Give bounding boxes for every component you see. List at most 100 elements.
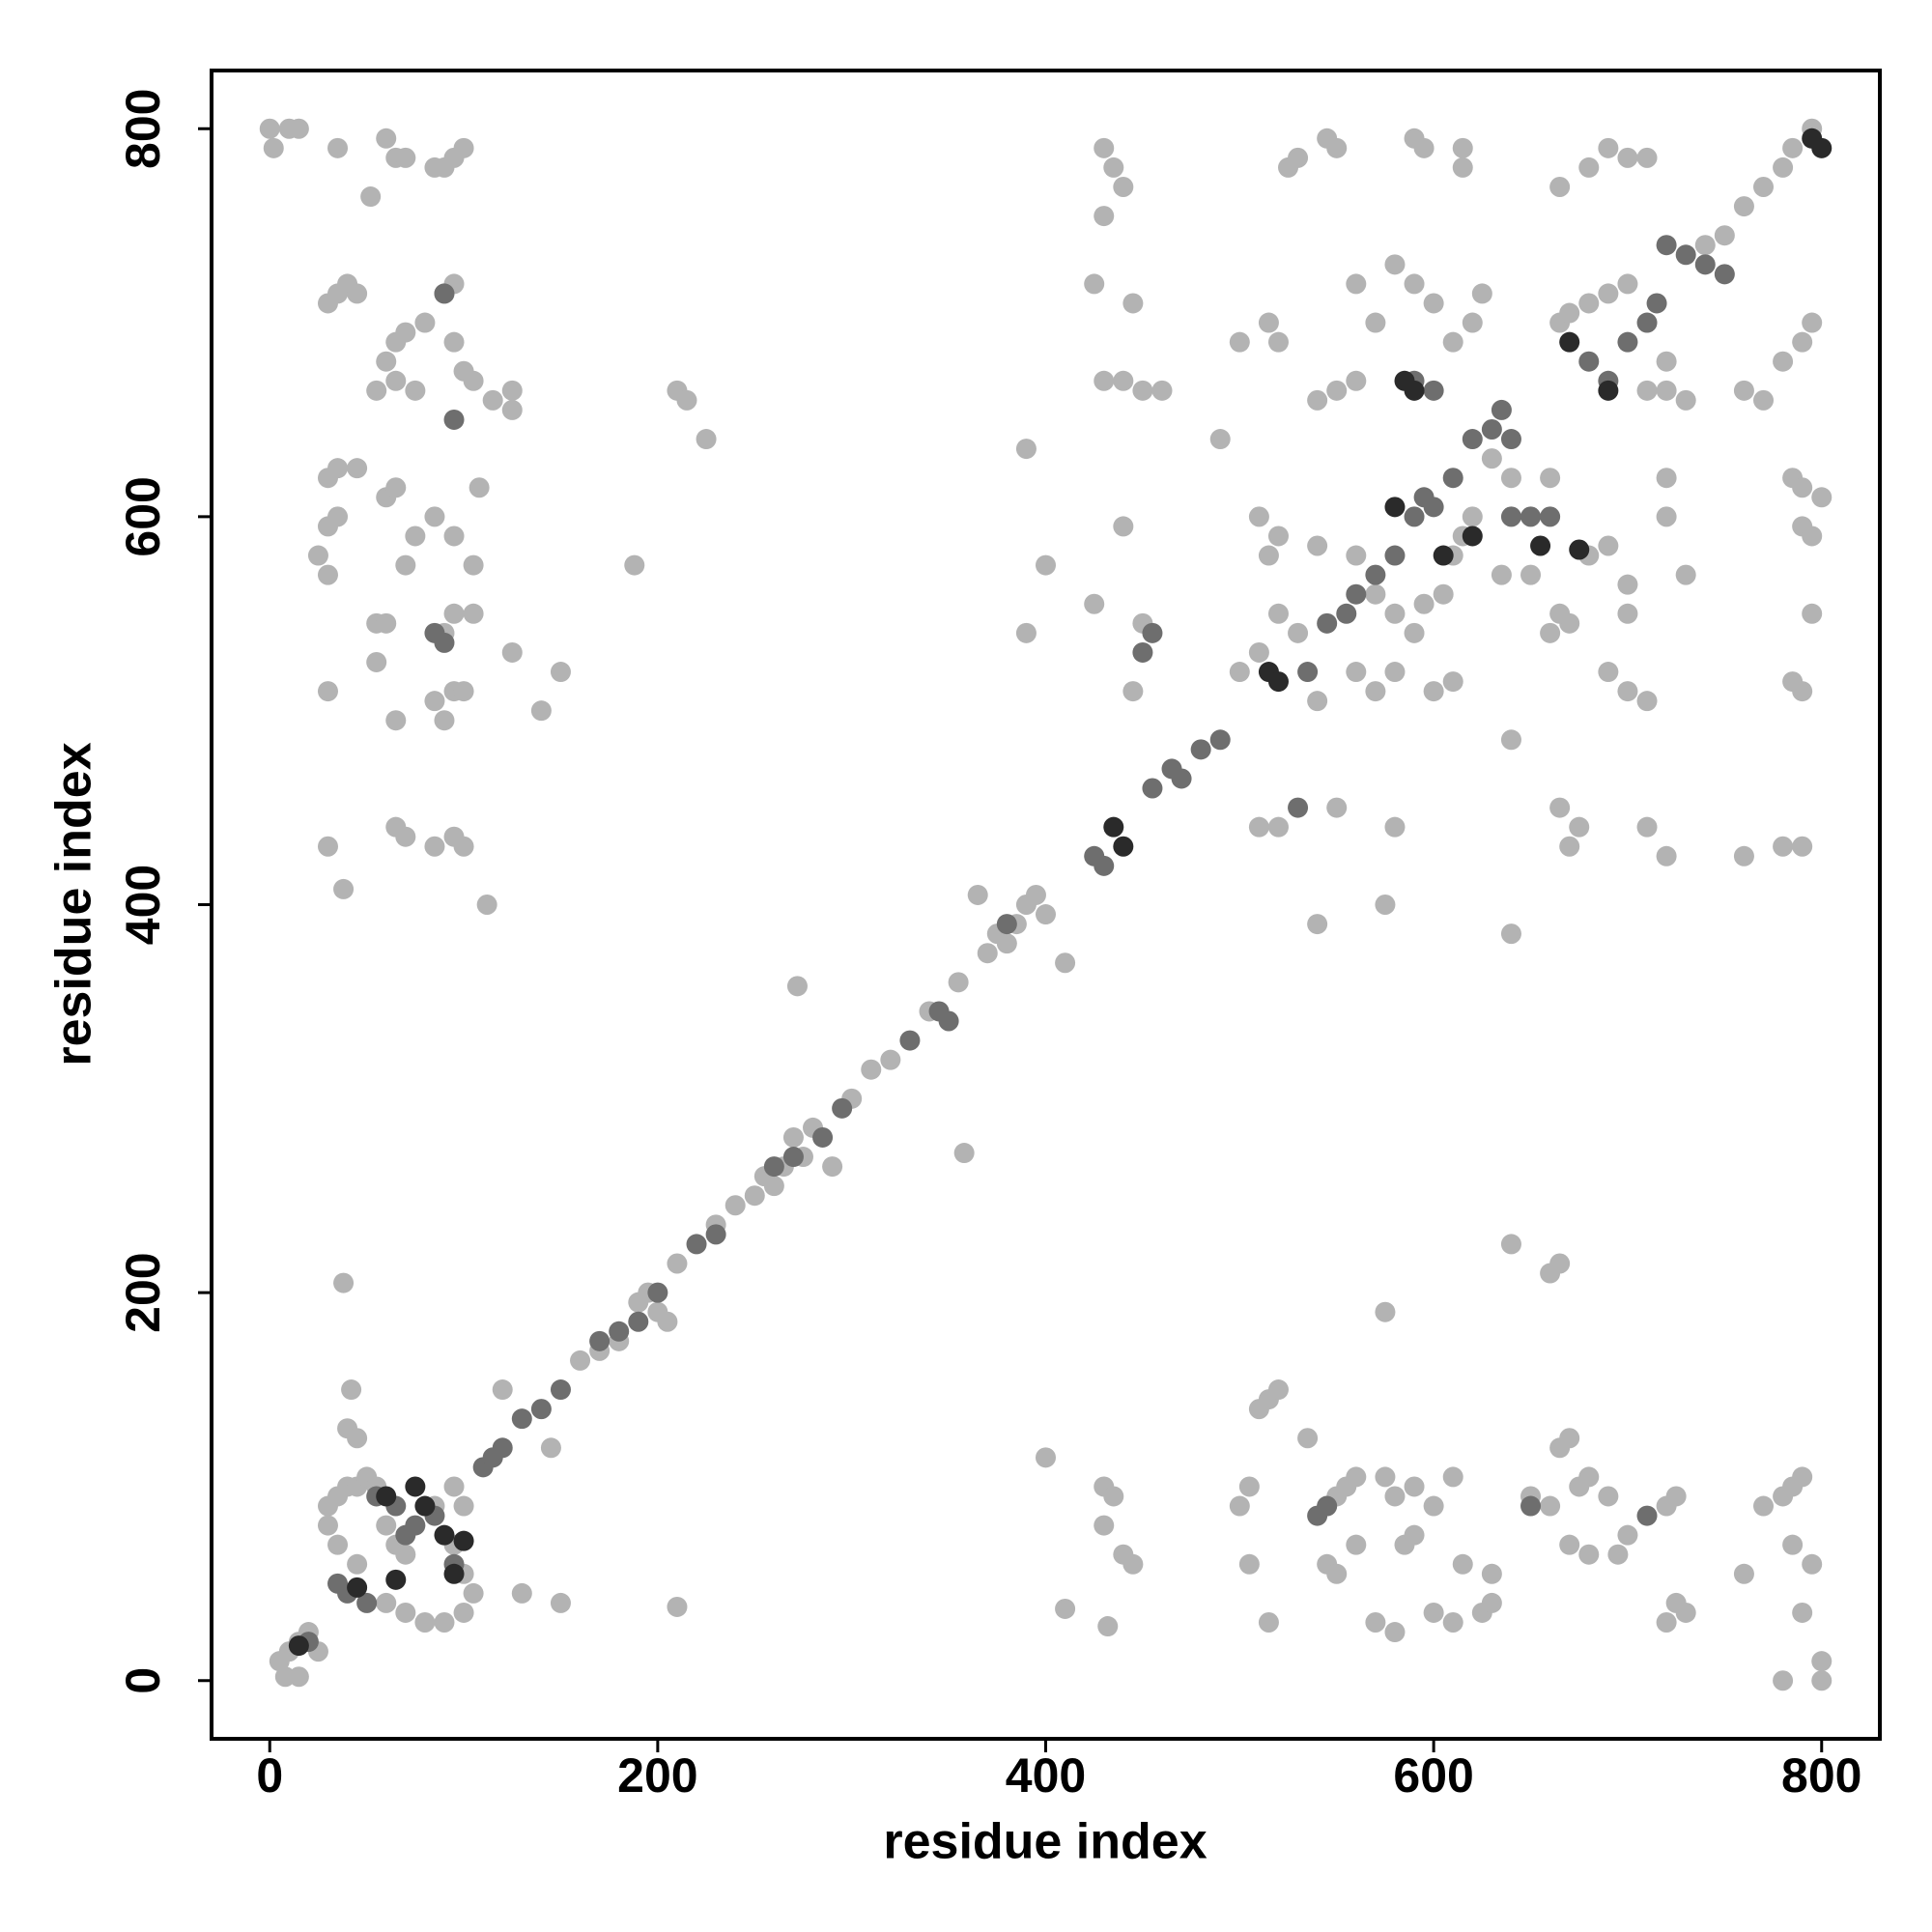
point xyxy=(589,1330,611,1351)
point xyxy=(1569,816,1590,838)
point xyxy=(414,1495,436,1517)
point xyxy=(1578,1466,1600,1488)
point xyxy=(996,933,1017,954)
point xyxy=(1733,380,1754,401)
x-tick-label: 600 xyxy=(1393,1748,1473,1803)
point xyxy=(1036,554,1056,576)
point xyxy=(1346,1466,1367,1488)
point xyxy=(1462,506,1483,527)
point xyxy=(1346,1534,1367,1555)
point xyxy=(861,1059,882,1080)
point xyxy=(476,895,497,915)
point xyxy=(376,1515,397,1536)
point xyxy=(385,370,407,391)
point xyxy=(1656,351,1677,372)
point xyxy=(1113,176,1134,197)
point xyxy=(1598,137,1619,158)
point xyxy=(705,1224,726,1245)
point xyxy=(1384,662,1406,683)
point xyxy=(1423,497,1444,518)
point xyxy=(511,1582,532,1604)
point xyxy=(1559,836,1580,857)
point xyxy=(628,1311,649,1332)
point xyxy=(1733,196,1754,217)
point xyxy=(1462,429,1483,450)
point xyxy=(1346,583,1367,605)
point xyxy=(1617,147,1638,168)
point xyxy=(1122,1553,1144,1575)
point xyxy=(1656,506,1677,527)
point xyxy=(1500,429,1521,450)
point xyxy=(1423,1495,1444,1517)
point xyxy=(1811,137,1833,158)
point xyxy=(1782,137,1804,158)
point xyxy=(1258,312,1279,333)
point xyxy=(443,409,465,430)
point xyxy=(1288,797,1309,818)
point xyxy=(812,1126,834,1148)
point xyxy=(696,429,717,450)
point xyxy=(1462,526,1483,547)
point xyxy=(1267,1379,1289,1401)
point xyxy=(880,1049,901,1070)
point xyxy=(1122,293,1144,314)
point xyxy=(376,1592,397,1613)
x-tick-label: 200 xyxy=(617,1748,697,1803)
point xyxy=(996,914,1017,935)
point xyxy=(1792,1466,1813,1488)
point xyxy=(453,1602,474,1623)
point xyxy=(938,1010,959,1032)
point xyxy=(1442,1612,1463,1634)
point xyxy=(977,943,998,964)
point xyxy=(317,836,338,857)
point xyxy=(443,1563,465,1584)
point xyxy=(1753,1495,1775,1517)
point xyxy=(676,389,697,411)
point xyxy=(317,681,338,702)
point xyxy=(1384,1622,1406,1643)
point xyxy=(424,836,445,857)
point xyxy=(395,1602,416,1623)
point xyxy=(463,554,484,576)
point xyxy=(1142,622,1163,643)
point xyxy=(1238,1476,1260,1497)
point xyxy=(1267,603,1289,624)
point xyxy=(1578,1544,1600,1565)
point xyxy=(1404,1476,1425,1497)
point xyxy=(1036,1447,1056,1468)
point xyxy=(1559,302,1580,324)
point xyxy=(1132,380,1153,401)
point xyxy=(948,972,969,993)
point xyxy=(395,147,416,168)
point xyxy=(1036,904,1056,925)
point xyxy=(1365,312,1386,333)
point xyxy=(1346,545,1367,566)
point xyxy=(1103,1486,1124,1507)
point xyxy=(288,1635,309,1657)
point xyxy=(1267,526,1289,547)
point xyxy=(1258,545,1279,566)
point xyxy=(1288,147,1309,168)
point xyxy=(1753,176,1775,197)
point xyxy=(1248,641,1269,663)
point xyxy=(1307,914,1328,935)
point xyxy=(424,691,445,712)
point xyxy=(469,477,490,498)
point xyxy=(1084,273,1105,295)
point xyxy=(1811,487,1833,508)
point xyxy=(1132,641,1153,663)
point xyxy=(1540,1495,1561,1517)
point xyxy=(1733,845,1754,867)
point xyxy=(1753,389,1775,411)
point xyxy=(1773,1670,1794,1691)
point xyxy=(550,1592,571,1613)
point xyxy=(686,1234,707,1255)
point xyxy=(1617,1524,1638,1546)
point xyxy=(1209,729,1231,751)
point xyxy=(1307,691,1328,712)
point xyxy=(1365,681,1386,702)
point xyxy=(540,1437,561,1459)
point xyxy=(1317,612,1338,634)
point xyxy=(1423,1602,1444,1623)
